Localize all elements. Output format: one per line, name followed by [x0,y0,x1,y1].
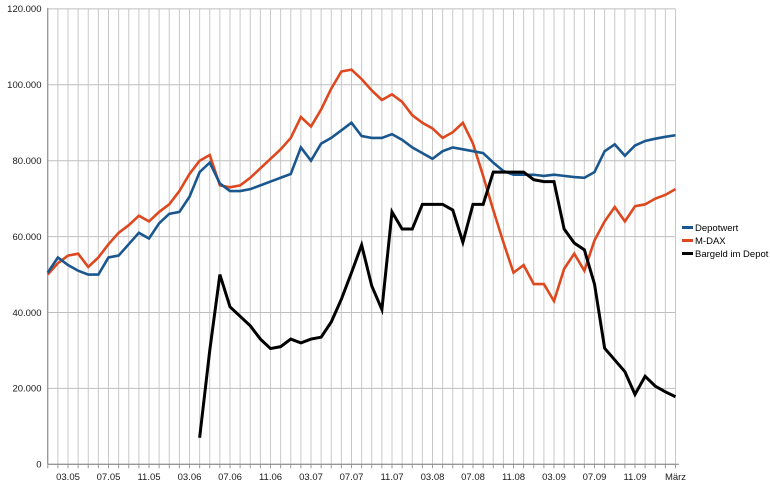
svg-text:40.000: 40.000 [12,308,41,319]
legend-item-bargeld: Bargeld im Depot [682,248,768,261]
svg-text:100.000: 100.000 [7,80,41,91]
series-lines [46,68,677,438]
svg-text:März: März [665,472,686,483]
svg-text:03.06: 03.06 [178,472,202,483]
legend-swatch-depotwert [682,225,693,229]
x-axis-labels: 03.05 07.05 11.05 03.06 07.06 11.06 03.07 07.07… [56,472,686,483]
svg-text:03.07: 03.07 [299,472,323,483]
svg-text:80.000: 80.000 [12,156,41,167]
legend-swatch-mdax [682,238,693,242]
svg-text:120.000: 120.000 [7,4,41,15]
legend-swatch-bargeld [682,251,693,255]
svg-text:11.06: 11.06 [259,472,282,483]
chart-legend: Depotwert M-DAX Bargeld im Depot [682,222,768,261]
svg-text:11.08: 11.08 [502,472,525,483]
svg-text:11.05: 11.05 [137,472,160,483]
svg-text:03.08: 03.08 [421,472,445,483]
legend-label-bargeld: Bargeld im Depot [695,249,769,260]
gridlines [47,8,676,465]
legend-label-mdax: M-DAX [695,236,726,247]
svg-text:03.05: 03.05 [56,472,80,483]
svg-text:0: 0 [36,460,41,471]
y-axis-labels: 0 20.000 40.000 60.000 80.000 100.000 120.000 [7,4,41,470]
series-line-2 [198,170,677,438]
series-line-1 [46,68,677,305]
svg-text:20.000: 20.000 [12,384,41,395]
svg-text:11.09: 11.09 [623,472,646,483]
legend-item-depotwert: Depotwert [682,222,768,235]
svg-text:07.07: 07.07 [340,472,364,483]
svg-text:07.09: 07.09 [583,472,607,483]
svg-text:07.08: 07.08 [461,472,485,483]
svg-text:03.09: 03.09 [542,472,566,483]
series-line-0 [46,120,676,276]
svg-text:60.000: 60.000 [12,232,41,243]
legend-label-depotwert: Depotwert [695,223,739,234]
svg-text:11.07: 11.07 [380,472,403,483]
svg-text:07.05: 07.05 [97,472,121,483]
legend-item-mdax: M-DAX [682,235,768,248]
axes [47,7,679,469]
svg-text:07.06: 07.06 [218,472,242,483]
